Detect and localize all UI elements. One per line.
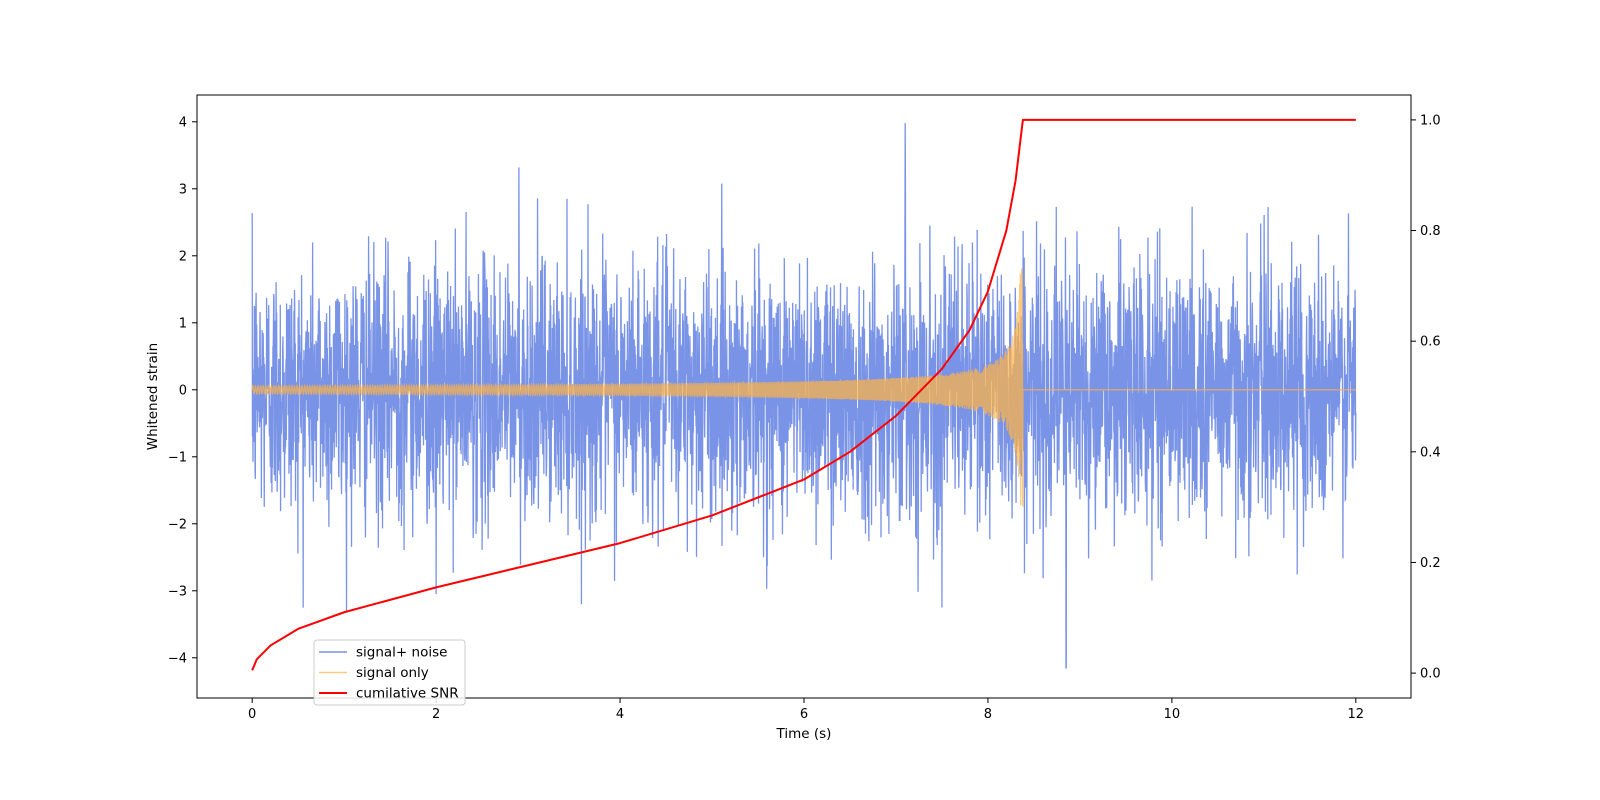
y-tick-label: 4 [179, 115, 187, 130]
y-tick-label: 1 [179, 316, 187, 331]
x-tick-label: 0 [248, 707, 256, 722]
y2-tick-label: 0.0 [1420, 667, 1441, 682]
y-tick-label: 0 [179, 383, 187, 398]
x-tick-label: 2 [432, 707, 440, 722]
y2-tick-label: 0.8 [1420, 224, 1441, 239]
y-tick-label: 2 [179, 249, 187, 264]
legend-entry-signal-only-label: signal only [356, 665, 429, 681]
x-tick-label: 6 [800, 707, 808, 722]
x-tick-label: 10 [1164, 707, 1181, 722]
x-tick-label: 12 [1348, 707, 1365, 722]
series-signal-only [251, 267, 1356, 507]
legend-box [313, 639, 466, 706]
y-tick-label: −3 [168, 584, 187, 599]
x-axis-label: Time (s) [776, 726, 832, 742]
plot-area [251, 118, 1357, 671]
y2-tick-label: 0.6 [1420, 335, 1441, 350]
y2-tick-label: 0.2 [1420, 556, 1441, 571]
y2-tick-label: 1.0 [1420, 113, 1441, 128]
legend: signal+ noise signal only cumilative SNR [313, 639, 466, 706]
series-cumulative-snr [251, 118, 1356, 671]
y-tick-label: 3 [179, 182, 187, 197]
series-group [251, 118, 1357, 671]
y-tick-label: −1 [168, 450, 187, 465]
y-tick-label: −4 [168, 651, 187, 666]
x-tick-label: 8 [984, 707, 992, 722]
legend-entry-signal-plus-noise-label: signal+ noise [356, 645, 447, 661]
y-axis-label: Whitened strain [145, 343, 161, 450]
y-tick-label: −2 [168, 517, 187, 532]
y2-tick-label: 0.4 [1420, 445, 1441, 460]
legend-entry-cumulative-snr-label: cumilative SNR [356, 686, 459, 702]
x-tick-label: 4 [616, 707, 624, 722]
